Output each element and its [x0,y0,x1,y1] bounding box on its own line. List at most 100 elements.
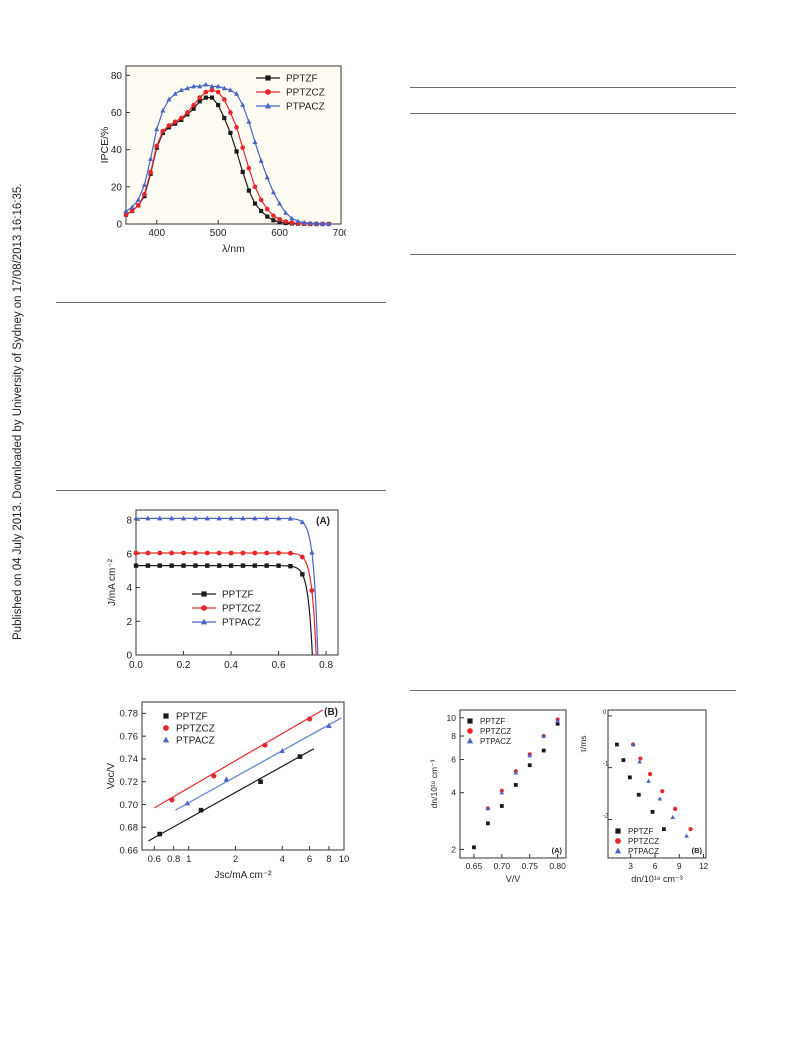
data-point [135,197,141,202]
series-line [136,565,313,656]
y-tick-label: 8 [451,731,456,741]
data-point [309,549,315,555]
series-line [125,89,329,225]
data-point [264,563,269,568]
series-line [136,552,317,656]
data-point [264,206,270,212]
legend-label: PTPACZ [286,102,325,113]
data-point [258,779,263,784]
voc-jsc-chart-svg: 0.6 0.8 1 2 4 6 8 10 0.66 0.68 0.70 0.72 0.74 0.76 0.7… [106,701,349,881]
y-tick-label: 0.66 [120,845,139,856]
data-point [133,515,139,521]
data-point [203,95,208,100]
legend-marker [264,102,272,109]
data-point [252,184,258,190]
data-point [222,115,227,121]
data-point [265,214,270,219]
data-point [485,805,491,811]
data-point [276,550,282,556]
x-tick-label: 0.2 [177,660,191,671]
x-tick-label: 0.6 [148,854,161,865]
panel-label: (A) [316,516,330,527]
data-point [204,550,210,556]
data-point [169,563,174,568]
y-axis-label: IPCE/% [99,127,111,164]
data-point [227,87,233,93]
data-point [289,215,295,221]
ipce-chart-svg: 400 500 600 700 0 20 40 60 80 PPTZF PPTZCZ PTPACZ IP… [99,65,346,255]
data-point [271,218,276,223]
data-point [307,220,313,226]
data-point [169,550,175,556]
data-point [240,145,246,151]
data-point [160,128,166,134]
data-point [289,220,295,226]
data-point [246,188,251,193]
legend-marker [614,847,622,854]
y-axis-label: J/mA cm⁻² [107,558,118,606]
data-point [234,149,239,154]
y-tick-label: 80 [111,71,123,82]
plot-frame [459,709,567,859]
data-point [657,796,663,801]
data-point [154,143,160,149]
x-tick-label: 700 [333,228,346,239]
y-tick-label: 0.68 [120,823,139,834]
data-point [283,210,289,215]
y-tick-label: 4 [451,788,456,798]
data-point [320,221,326,226]
data-point [184,85,190,91]
legend-label: PPTZCZ [222,604,261,615]
data-point [277,217,282,222]
data-point [197,83,203,89]
data-point [129,208,135,214]
data-point [299,519,305,525]
legend-label: PPTZF [480,717,505,726]
data-point [228,515,234,521]
x-tick-label: 6 [653,861,658,871]
legend-label: PPTZCZ [176,724,215,735]
legend-marker [265,75,271,81]
data-point [209,83,215,89]
legend-marker [466,737,474,744]
data-point [141,182,147,187]
y-tick-label: 60 [111,108,123,119]
x-tick-label: 3 [628,861,633,871]
legend-label: PPTZCZ [286,88,325,99]
data-point [326,722,332,728]
data-point [297,754,303,759]
data-point [630,742,636,747]
data-point [541,733,546,738]
data-point [650,809,655,814]
y-tick-label: 0.76 [120,731,139,742]
legend-label: PTPACZ [628,847,659,856]
data-point [295,218,301,224]
y-tick-label: 0.70 [120,800,139,811]
data-point [240,515,246,521]
data-point [215,83,221,89]
legend-label: PPTZCZ [628,837,659,846]
data-point [148,156,154,161]
data-point [288,563,293,569]
y-tick-label: 0.72 [120,777,139,788]
lifetime-chart: 3 6 9 12 0 -1 -2 (B) PPTZF PPTZCZ PTPACZ τ/ms dn/10¹… [578,700,726,896]
voc-jsc-chart: 0.6 0.8 1 2 4 6 8 10 0.66 0.68 0.70 0.72 0.74 0.76 0.7… [104,690,352,886]
data-point [313,220,319,226]
data-point [527,753,533,758]
data-point [615,742,619,747]
y-axis-label: dn/10¹⁸ cm⁻³ [429,759,439,808]
series-line [125,83,329,225]
legend-marker [163,725,169,731]
data-point [259,208,264,214]
data-point [264,515,270,521]
data-point [271,213,276,218]
data-point [300,572,305,577]
fit-line [148,748,315,842]
data-point [279,747,285,754]
data-point [258,158,264,163]
legend-label: PTPACZ [480,737,511,746]
y-tick-label: 8 [126,516,132,527]
data-point [262,742,268,748]
x-axis-label: λ/nm [222,243,245,255]
legend-marker [200,618,208,625]
